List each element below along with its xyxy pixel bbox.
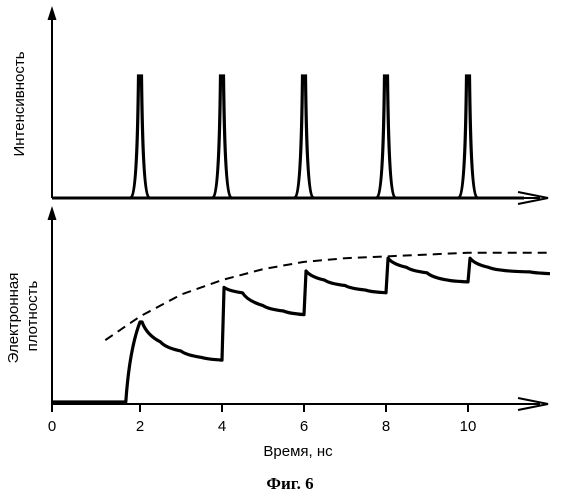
intensity-panel: Интенсивность [11,6,548,204]
density-solid-line [52,258,550,402]
density-axis-label-line2: плотность [24,280,41,351]
intensity-pulse-3 [294,76,314,198]
density-y-arrow [48,206,57,220]
x-tick-label-4: 4 [218,418,226,435]
intensity-axis-label: Интенсивность [11,51,28,156]
density-axis-label-line1: Электронная [5,273,22,364]
density-axis-label: Электронная [5,273,22,364]
x-tick-label-8: 8 [382,418,390,435]
intensity-pulses [52,76,524,198]
density-x-ticks: 0 2 4 6 8 10 [48,404,477,435]
density-panel: Электронная плотность 0 2 4 6 8 10 Время, нс [5,206,550,460]
x-tick-label-10: 10 [460,418,477,435]
intensity-y-arrow [48,6,57,20]
intensity-pulse-2 [212,76,232,198]
intensity-pulse-5 [458,76,478,198]
intensity-pulse-4 [376,76,396,198]
x-tick-label-2: 2 [136,418,144,435]
x-tick-label-6: 6 [300,418,308,435]
x-axis-title: Время, нс [263,443,333,460]
figure-caption: Фиг. 6 [266,474,313,493]
x-tick-label-0: 0 [48,418,56,435]
intensity-pulse-1 [130,76,150,198]
